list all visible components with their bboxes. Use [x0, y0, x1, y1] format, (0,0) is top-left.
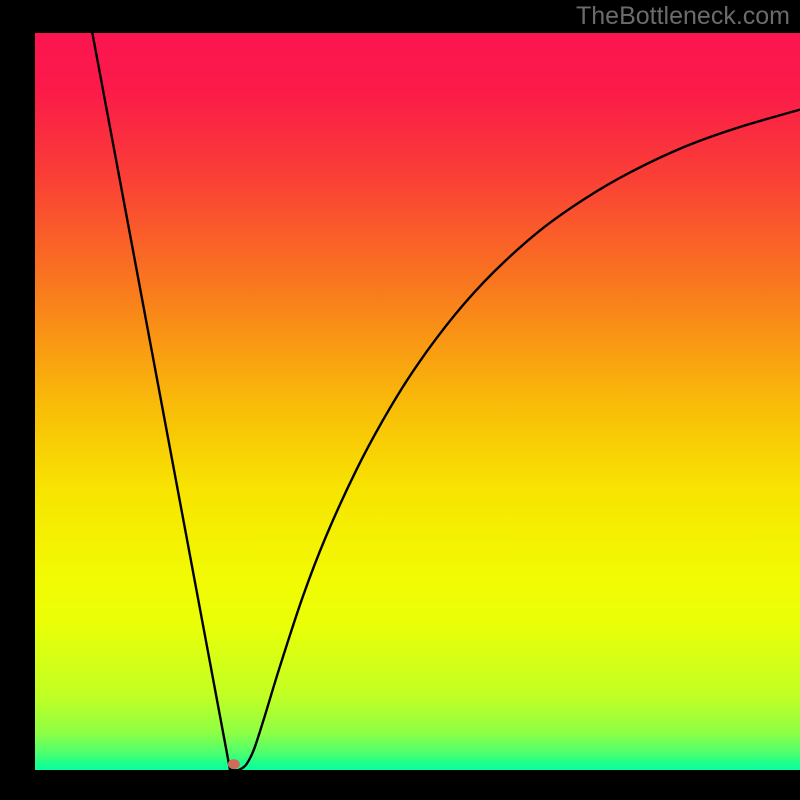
gradient-panel	[35, 33, 800, 770]
chart-stage: TheBottleneck.com	[0, 0, 800, 800]
bottleneck-marker	[228, 759, 240, 769]
chart-svg	[0, 0, 800, 800]
watermark-text: TheBottleneck.com	[576, 2, 790, 31]
